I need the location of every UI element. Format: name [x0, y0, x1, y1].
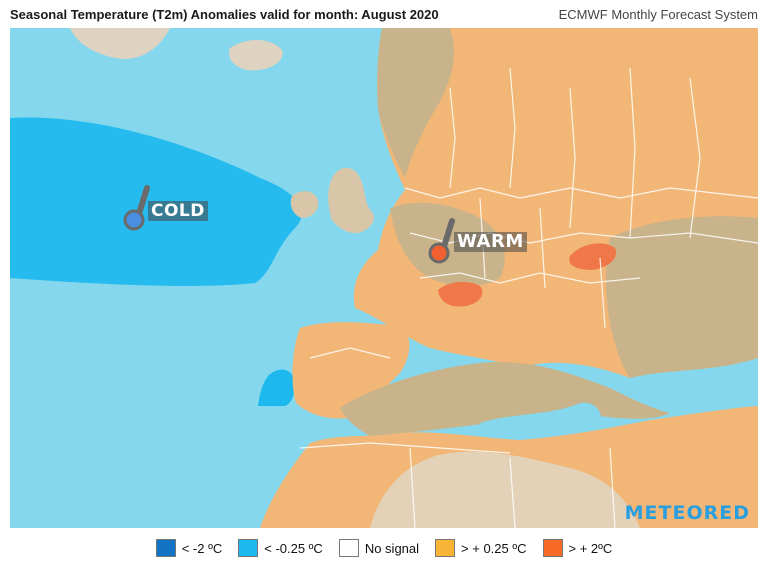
- legend-swatch: [238, 539, 259, 557]
- legend: < -2 ºC < -0.25 ºC No signal > + 0.25 ºC…: [0, 533, 768, 563]
- header: Seasonal Temperature (T2m) Anomalies val…: [0, 0, 768, 28]
- warm-region-label: WARM: [454, 232, 527, 252]
- alps-hot-anomaly: [438, 281, 483, 307]
- legend-item-below-minus-025: < -0.25 ºC: [238, 539, 323, 557]
- map-title: Seasonal Temperature (T2m) Anomalies val…: [10, 7, 439, 22]
- eastern-europe-neutral-zone: [606, 216, 758, 378]
- legend-item-above-2: > + 2ºC: [542, 539, 613, 557]
- cold-thermometer-icon: [123, 185, 150, 231]
- sahara-neutral-zone: [370, 451, 640, 528]
- legend-label: < -0.25 ºC: [264, 540, 323, 556]
- cold-region-label: COLD: [148, 201, 208, 221]
- legend-label: < -2 ºC: [181, 540, 223, 556]
- legend-swatch: [435, 539, 456, 557]
- meteored-logo: METEORED: [624, 502, 750, 524]
- anomaly-map: COLD WARM METEORED: [10, 28, 758, 528]
- warm-thermometer-icon: [428, 218, 455, 264]
- portugal-coast-cold-patch: [258, 369, 295, 406]
- carpathian-hot-anomaly: [569, 243, 617, 270]
- legend-item-no-signal: No signal: [338, 539, 420, 557]
- iberian-peninsula-landmass: [292, 322, 410, 419]
- legend-swatch: [542, 539, 563, 557]
- legend-item-above-025: > + 0.25 ºC: [435, 539, 527, 557]
- legend-item-below-minus-2: < -2 ºC: [155, 539, 223, 557]
- mediterranean-neutral-zone: [340, 362, 670, 436]
- forecast-system-label: ECMWF Monthly Forecast System: [558, 7, 758, 22]
- legend-swatch: [155, 539, 176, 557]
- map-canvas: [10, 28, 758, 528]
- ireland-landmass: [290, 191, 319, 218]
- eastern-mediterranean-sea: [480, 402, 602, 440]
- legend-label: No signal: [364, 540, 420, 556]
- iceland-landmass: [228, 39, 283, 71]
- legend-swatch: [338, 539, 359, 557]
- great-britain-landmass: [328, 167, 375, 234]
- legend-label: > + 2ºC: [568, 540, 613, 556]
- legend-label: > + 0.25 ºC: [461, 540, 527, 556]
- scandinavia-neutral-zone: [377, 28, 454, 178]
- greenland-landmass: [70, 28, 170, 59]
